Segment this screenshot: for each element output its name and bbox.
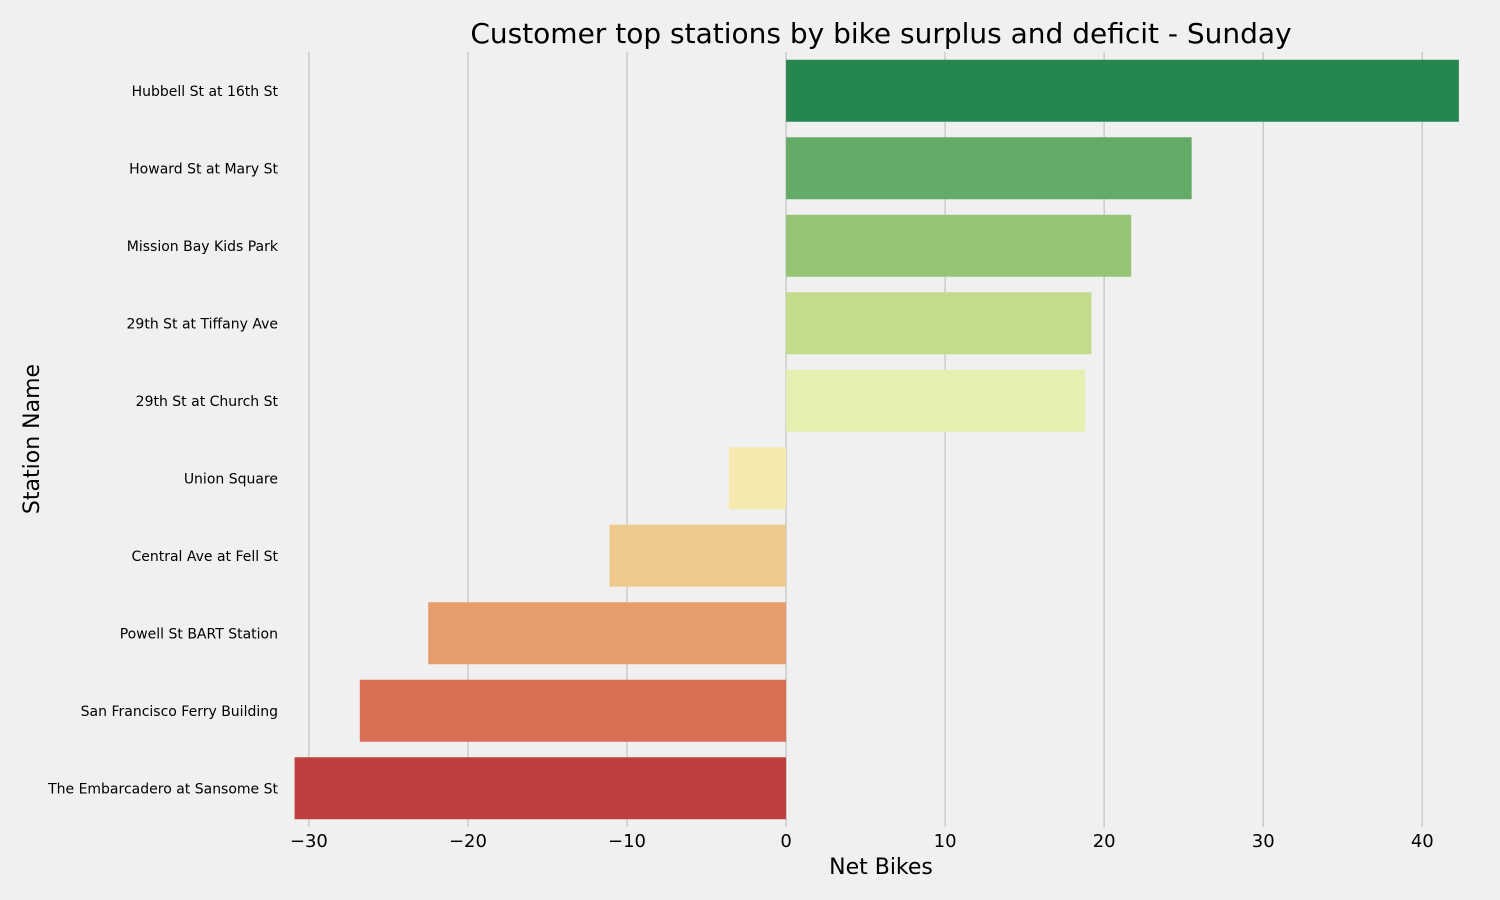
y-tick-label: The Embarcadero at Sansome St bbox=[47, 781, 278, 797]
bar bbox=[786, 137, 1192, 200]
y-tick-labels: Hubbell St at 16th St Howard St at Mary S… bbox=[47, 84, 279, 798]
x-tick-label: −10 bbox=[608, 831, 646, 852]
chart-title: Customer top stations by bike surplus an… bbox=[470, 17, 1291, 50]
bar bbox=[786, 59, 1459, 122]
y-tick-label: Union Square bbox=[184, 471, 278, 487]
bar bbox=[786, 292, 1092, 355]
bar bbox=[728, 447, 787, 510]
y-tick-label: Central Ave at Fell St bbox=[131, 549, 278, 565]
x-tick-labels: −30 −20 −10 0 10 20 30 40 bbox=[290, 831, 1434, 852]
bar bbox=[359, 679, 787, 742]
x-tick-label: 10 bbox=[934, 831, 957, 852]
y-tick-label: Mission Bay Kids Park bbox=[127, 239, 279, 255]
bar bbox=[786, 214, 1132, 277]
x-tick-label: −30 bbox=[290, 831, 328, 852]
bars bbox=[294, 59, 1459, 820]
x-tick-label: −20 bbox=[449, 831, 487, 852]
y-tick-label: 29th St at Church St bbox=[136, 394, 279, 410]
x-tick-label: 20 bbox=[1093, 831, 1116, 852]
x-tick-label: 40 bbox=[1411, 831, 1434, 852]
bar bbox=[294, 757, 787, 820]
x-tick-label: 30 bbox=[1252, 831, 1275, 852]
y-tick-label: San Francisco Ferry Building bbox=[81, 704, 278, 720]
bar bbox=[786, 369, 1086, 432]
y-tick-label: Howard St at Mary St bbox=[129, 161, 278, 177]
y-axis-label: Station Name bbox=[20, 364, 45, 514]
y-tick-label: Hubbell St at 16th St bbox=[132, 84, 279, 100]
y-tick-label: 29th St at Tiffany Ave bbox=[127, 316, 278, 332]
bar bbox=[609, 524, 787, 587]
y-tick-label: Powell St BART Station bbox=[120, 626, 278, 642]
x-axis-label: Net Bikes bbox=[829, 855, 933, 880]
bar bbox=[428, 602, 787, 665]
x-tick-label: 0 bbox=[780, 831, 791, 852]
